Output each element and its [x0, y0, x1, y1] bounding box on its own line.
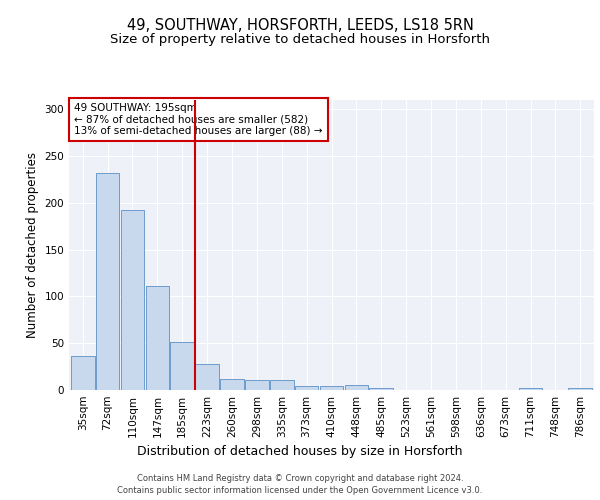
- Bar: [96, 173, 119, 390]
- Bar: [121, 210, 144, 390]
- Bar: [295, 386, 319, 390]
- Bar: [320, 386, 343, 390]
- Bar: [170, 342, 194, 390]
- Bar: [220, 379, 244, 390]
- Bar: [270, 380, 293, 390]
- Text: 49 SOUTHWAY: 195sqm
← 87% of detached houses are smaller (582)
13% of semi-detac: 49 SOUTHWAY: 195sqm ← 87% of detached ho…: [74, 103, 323, 136]
- Text: Contains HM Land Registry data © Crown copyright and database right 2024.
Contai: Contains HM Land Registry data © Crown c…: [118, 474, 482, 495]
- Bar: [71, 356, 95, 390]
- Bar: [245, 380, 269, 390]
- Bar: [344, 386, 368, 390]
- Text: Distribution of detached houses by size in Horsforth: Distribution of detached houses by size …: [137, 444, 463, 458]
- Bar: [146, 286, 169, 390]
- Bar: [370, 388, 393, 390]
- Bar: [519, 388, 542, 390]
- Bar: [568, 388, 592, 390]
- Y-axis label: Number of detached properties: Number of detached properties: [26, 152, 39, 338]
- Text: 49, SOUTHWAY, HORSFORTH, LEEDS, LS18 5RN: 49, SOUTHWAY, HORSFORTH, LEEDS, LS18 5RN: [127, 18, 473, 32]
- Bar: [195, 364, 219, 390]
- Text: Size of property relative to detached houses in Horsforth: Size of property relative to detached ho…: [110, 32, 490, 46]
